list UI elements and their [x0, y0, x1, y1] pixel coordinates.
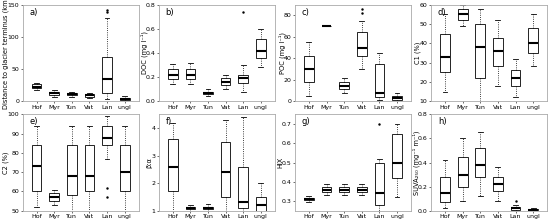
PathPatch shape [85, 94, 94, 97]
PathPatch shape [529, 209, 538, 210]
PathPatch shape [357, 32, 367, 56]
PathPatch shape [67, 93, 76, 95]
PathPatch shape [67, 145, 76, 195]
PathPatch shape [339, 187, 349, 192]
PathPatch shape [102, 126, 112, 145]
Y-axis label: C2 (%): C2 (%) [3, 151, 9, 174]
PathPatch shape [50, 193, 59, 201]
PathPatch shape [529, 28, 538, 53]
PathPatch shape [85, 145, 94, 192]
Text: c): c) [302, 8, 310, 17]
PathPatch shape [120, 98, 130, 101]
PathPatch shape [203, 207, 213, 209]
PathPatch shape [102, 57, 112, 93]
PathPatch shape [304, 198, 314, 200]
PathPatch shape [493, 38, 503, 66]
PathPatch shape [458, 9, 468, 20]
Y-axis label: DOC (mg l⁻¹): DOC (mg l⁻¹) [140, 32, 147, 74]
Text: h): h) [438, 117, 447, 126]
PathPatch shape [375, 64, 384, 97]
PathPatch shape [392, 96, 402, 100]
Y-axis label: β:α: β:α [147, 157, 153, 168]
PathPatch shape [185, 207, 195, 209]
PathPatch shape [510, 70, 520, 86]
PathPatch shape [203, 91, 213, 94]
PathPatch shape [440, 177, 450, 202]
Y-axis label: Distance to glacier terminus (km): Distance to glacier terminus (km) [3, 0, 9, 109]
Text: a): a) [30, 8, 38, 17]
PathPatch shape [256, 197, 266, 211]
PathPatch shape [185, 69, 195, 79]
PathPatch shape [168, 69, 178, 79]
Text: d): d) [438, 8, 447, 17]
PathPatch shape [120, 145, 130, 192]
PathPatch shape [32, 84, 41, 88]
PathPatch shape [475, 148, 485, 177]
PathPatch shape [357, 187, 367, 192]
Text: e): e) [30, 117, 38, 126]
PathPatch shape [221, 78, 230, 85]
PathPatch shape [304, 56, 314, 82]
PathPatch shape [475, 24, 485, 78]
Text: f): f) [166, 117, 172, 126]
PathPatch shape [458, 157, 468, 187]
PathPatch shape [339, 82, 349, 89]
Y-axis label: POC (mg l⁻¹): POC (mg l⁻¹) [278, 32, 286, 74]
Y-axis label: C1 (%): C1 (%) [415, 42, 421, 64]
PathPatch shape [440, 34, 450, 72]
PathPatch shape [32, 145, 41, 192]
PathPatch shape [375, 163, 384, 205]
PathPatch shape [221, 142, 230, 197]
Text: b): b) [166, 8, 174, 17]
PathPatch shape [238, 167, 248, 208]
PathPatch shape [322, 187, 331, 192]
PathPatch shape [392, 134, 402, 178]
PathPatch shape [238, 75, 248, 83]
Y-axis label: SUVA₂₅₀ (mg⁻¹ m⁻¹): SUVA₂₅₀ (mg⁻¹ m⁻¹) [412, 130, 420, 195]
PathPatch shape [256, 38, 266, 58]
Y-axis label: HIX: HIX [277, 157, 283, 168]
PathPatch shape [168, 139, 178, 192]
PathPatch shape [510, 207, 520, 210]
Text: g): g) [302, 117, 310, 126]
PathPatch shape [50, 91, 59, 95]
PathPatch shape [493, 177, 503, 192]
